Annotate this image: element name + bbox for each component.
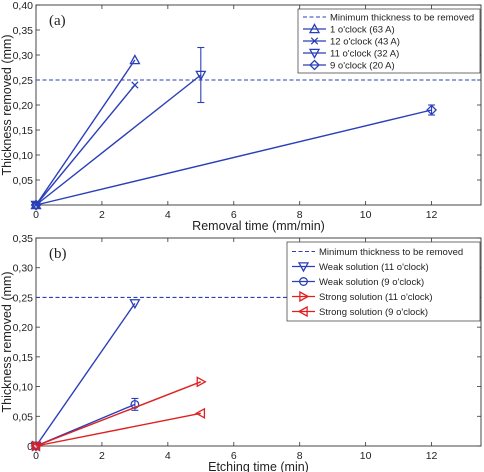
legend: Minimum thickness to be removed Weak solu… bbox=[286, 241, 481, 322]
y-tick-label: 0,25 bbox=[13, 75, 34, 87]
series-line bbox=[35, 412, 201, 447]
legend-marker bbox=[309, 59, 320, 71]
data-point bbox=[426, 104, 437, 116]
y-tick-label: 0,10 bbox=[13, 382, 34, 394]
x-tick-label: 2 bbox=[99, 209, 105, 221]
x-axis-label: Etching time (min) bbox=[208, 460, 309, 472]
y-tick-label: 0,20 bbox=[13, 100, 34, 112]
legend-box bbox=[297, 8, 481, 74]
legend-marker bbox=[297, 262, 310, 273]
y-tick-label: 0 bbox=[27, 441, 33, 453]
legend-box bbox=[286, 241, 481, 322]
legend-label: Weak solution (9 o'clock) bbox=[319, 277, 424, 288]
y-tick-label: 0,25 bbox=[13, 292, 34, 304]
legend-label: 9 o'clock (20 A) bbox=[330, 61, 395, 72]
legend-marker bbox=[297, 305, 308, 318]
data-series bbox=[30, 46, 207, 211]
x-tick-label: 6 bbox=[231, 209, 237, 221]
series-line bbox=[35, 59, 136, 206]
x-tick-label: 8 bbox=[297, 450, 303, 462]
data-series bbox=[30, 407, 206, 452]
legend-label: Strong solution (11 o'clock) bbox=[319, 292, 433, 303]
data-point bbox=[129, 54, 141, 65]
legend-marker bbox=[308, 23, 321, 34]
panel-label: (a) bbox=[49, 13, 66, 29]
series-line bbox=[35, 84, 136, 206]
x-tick-label: 0 bbox=[33, 209, 39, 221]
x-tick-label: 4 bbox=[165, 209, 171, 221]
y-tick-label: 0,05 bbox=[13, 175, 34, 187]
y-tick-label: 0,10 bbox=[13, 150, 34, 162]
y-tick-label: 0,30 bbox=[13, 263, 34, 275]
x-tick-label: 4 bbox=[165, 450, 171, 462]
y-tick-label: 0,15 bbox=[13, 352, 34, 364]
legend-label: 12 o'clock (43 A) bbox=[330, 37, 400, 48]
data-point bbox=[30, 440, 41, 452]
y-tick-label: 0,35 bbox=[13, 25, 34, 37]
y-tick-label: 0,30 bbox=[13, 50, 34, 62]
legend-marker bbox=[310, 37, 319, 45]
legend-label: Minimum thickness to be removed bbox=[330, 13, 474, 24]
data-point bbox=[129, 299, 141, 310]
series-line bbox=[35, 74, 202, 206]
y-tick-label: 0,15 bbox=[13, 125, 34, 137]
x-tick-label: 6 bbox=[231, 450, 237, 462]
y-axis-label: Thickness removed (mm) bbox=[0, 35, 14, 176]
legend-label: 11 o'clock (32 A) bbox=[330, 49, 399, 60]
legend-marker bbox=[308, 48, 321, 59]
x-tick-label: 10 bbox=[360, 450, 372, 462]
x-tick-label: 12 bbox=[426, 450, 438, 462]
data-point bbox=[30, 199, 42, 211]
x-tick-label: 2 bbox=[99, 450, 105, 462]
legend-label: 1 o'clock (63 A) bbox=[330, 25, 395, 36]
legend-label: Weak solution (11 o'clock) bbox=[319, 262, 429, 273]
x-axis-label: Removal time (mm/min) bbox=[192, 219, 325, 233]
y-axis-label: Thickness removed (mm) bbox=[0, 272, 14, 413]
legend-marker bbox=[299, 290, 310, 303]
y-tick-label: 0,20 bbox=[13, 322, 34, 334]
panel-label: (b) bbox=[49, 246, 67, 262]
x-tick-label: 0 bbox=[33, 450, 39, 462]
data-point bbox=[196, 376, 207, 388]
legend-marker bbox=[299, 277, 308, 286]
data-point bbox=[131, 81, 139, 89]
data-point bbox=[194, 407, 206, 419]
data-point bbox=[195, 70, 207, 81]
legend-label: Minimum thickness to be removed bbox=[319, 247, 463, 258]
series-line bbox=[35, 302, 136, 447]
y-tick-label: 0,40 bbox=[13, 0, 34, 12]
series-line bbox=[35, 381, 202, 447]
x-tick-label: 10 bbox=[360, 209, 372, 221]
x-tick-label: 12 bbox=[426, 209, 438, 221]
chart-panel-2: 0 2 4 6 8 10 12 0 0,05 0,10 0,15 0,20 0,25 0,30 0,35 Et… bbox=[0, 233, 482, 472]
series-line bbox=[35, 109, 432, 206]
y-tick-label: 0,35 bbox=[13, 233, 34, 245]
legend-label: Strong solution (9 o'clock) bbox=[319, 307, 428, 318]
data-series bbox=[30, 104, 437, 211]
chart-panel-1: 0 2 4 6 8 10 12 0,05 0,10 0,15 0,20 0,25 0,30 0,35 0,4… bbox=[0, 0, 482, 233]
y-tick-label: 0,05 bbox=[13, 411, 34, 423]
x-tick-label: 8 bbox=[297, 209, 303, 221]
